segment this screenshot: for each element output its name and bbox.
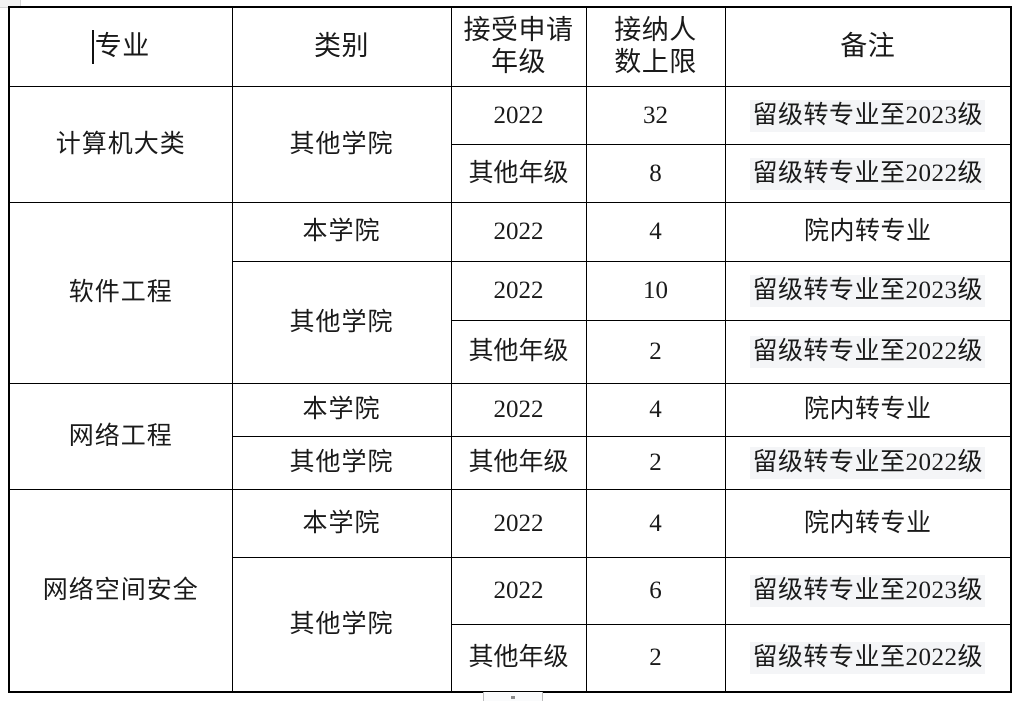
- header-cell-grade[interactable]: 接受申请 年级: [450, 6, 587, 87]
- remark-text: 留级转专业至2022级: [750, 642, 985, 674]
- header-label-type: 类别: [314, 31, 369, 62]
- cell-quota[interactable]: 10: [585, 261, 726, 321]
- cell-quota[interactable]: 4: [585, 489, 726, 558]
- table-row[interactable]: 其他年级 2 留级转专业至2022级: [9, 320, 1012, 384]
- cell-major[interactable]: 网络空间安全: [8, 489, 233, 693]
- remark-text: 院内转专业: [803, 218, 932, 245]
- cell-grade[interactable]: 2022: [450, 383, 587, 437]
- header-label-quota-line2: 数上限: [614, 47, 697, 77]
- cell-quota[interactable]: 6: [585, 557, 726, 625]
- header-label-quota-line1: 接纳人: [614, 15, 697, 46]
- table-row[interactable]: 网络空间安全 本学院 2022 4 院内转专业: [8, 489, 1012, 693]
- cell-remark[interactable]: 院内转专业: [724, 202, 1012, 262]
- cell-quota[interactable]: 4: [585, 202, 726, 262]
- header-cell-type[interactable]: 类别: [231, 6, 452, 87]
- cell-type[interactable]: 其他学院: [231, 261, 452, 384]
- cell-type[interactable]: 本学院: [231, 489, 452, 558]
- cell-grade[interactable]: 其他年级: [450, 436, 587, 490]
- fragment-tick: [511, 696, 515, 699]
- table-header: 专业 类别 接受申请 年级 接纳人 数上限 备注: [8, 6, 1012, 87]
- cell-grade[interactable]: 其他年级: [450, 144, 587, 203]
- cell-quota[interactable]: 2: [585, 624, 726, 693]
- remark-text: 留级转专业至2022级: [750, 157, 985, 190]
- cell-remark[interactable]: 留级转专业至2023级: [724, 261, 1012, 321]
- cell-grade[interactable]: 2022: [450, 202, 587, 262]
- header-cell-major[interactable]: 专业: [8, 6, 233, 87]
- remark-text: 留级转专业至2022级: [750, 336, 985, 368]
- text-caret: [91, 30, 94, 64]
- cell-type[interactable]: 其他学院: [231, 436, 452, 490]
- cell-type[interactable]: 其他学院: [231, 557, 452, 693]
- remark-text: 留级转专业至2023级: [750, 275, 985, 307]
- cell-remark[interactable]: 留级转专业至2023级: [724, 557, 1012, 625]
- table-row[interactable]: 其他年级 8 留级转专业至2022级: [9, 144, 1012, 203]
- cell-major[interactable]: 软件工程: [8, 202, 233, 384]
- header-cell-quota[interactable]: 接纳人 数上限: [585, 6, 726, 87]
- table-row[interactable]: 其他学院 其他年级 2 留级转专业至2022级: [9, 436, 1012, 490]
- remark-text: 留级转专业至2023级: [750, 99, 985, 132]
- next-row-fragment: [483, 692, 543, 701]
- spreadsheet-sheet: 专业 类别 接受申请 年级 接纳人 数上限 备注: [8, 6, 1012, 693]
- header-cell-remark[interactable]: 备注: [724, 6, 1012, 87]
- cell-type[interactable]: 其他学院: [231, 86, 452, 203]
- cell-type[interactable]: 本学院: [231, 202, 452, 262]
- table-body: 计算机大类 其他学院 2022 32 留级转专业至2023级 其他年级 8 留级…: [8, 86, 1012, 693]
- remark-text: 院内转专业: [803, 396, 932, 423]
- cell-remark[interactable]: 留级转专业至2022级: [724, 320, 1012, 384]
- header-label-remark: 备注: [840, 31, 896, 62]
- cell-quota[interactable]: 2: [585, 436, 726, 490]
- cell-grade[interactable]: 2022: [450, 557, 587, 625]
- cell-grade[interactable]: 其他年级: [450, 624, 587, 693]
- remark-text: 留级转专业至2023级: [750, 575, 985, 607]
- table-row[interactable]: 网络工程 本学院 2022 4 院内转专业: [8, 383, 1012, 490]
- header-label-grade-line2: 年级: [491, 47, 546, 77]
- cell-grade[interactable]: 2022: [450, 261, 587, 321]
- header-label-grade-line1: 接受申请: [463, 15, 574, 46]
- cell-quota[interactable]: 4: [585, 383, 726, 437]
- cell-grade[interactable]: 其他年级: [450, 320, 587, 384]
- table-row[interactable]: 其他学院 2022 6 留级转专业至2023级: [9, 557, 1012, 693]
- remark-text: 院内转专业: [803, 509, 932, 537]
- cell-quota[interactable]: 2: [585, 320, 726, 384]
- table-row[interactable]: 软件工程 本学院 2022 4 院内转专业: [8, 202, 1012, 384]
- table-row[interactable]: 其他年级 2 留级转专业至2022级: [9, 624, 1012, 693]
- cell-remark[interactable]: 院内转专业: [724, 489, 1012, 558]
- cell-quota[interactable]: 8: [585, 144, 726, 203]
- header-row: 专业 类别 接受申请 年级 接纳人 数上限 备注: [8, 6, 1012, 87]
- cell-major[interactable]: 网络工程: [8, 383, 233, 490]
- cell-grade[interactable]: 2022: [450, 86, 587, 145]
- cell-remark[interactable]: 留级转专业至2023级: [724, 86, 1012, 145]
- cell-grade[interactable]: 2022: [450, 489, 587, 558]
- cell-remark[interactable]: 留级转专业至2022级: [724, 624, 1012, 693]
- cell-major[interactable]: 计算机大类: [8, 86, 233, 203]
- remark-text: 留级转专业至2022级: [750, 447, 985, 479]
- table-row[interactable]: 其他学院 2022 10 留级转专业至2023级: [9, 261, 1012, 384]
- cell-quota[interactable]: 32: [585, 86, 726, 145]
- header-label-major: 专业: [94, 31, 150, 61]
- cell-remark[interactable]: 留级转专业至2022级: [724, 436, 1012, 490]
- cell-type[interactable]: 本学院: [231, 383, 452, 437]
- cell-remark[interactable]: 留级转专业至2022级: [724, 144, 1012, 203]
- quota-table: 专业 类别 接受申请 年级 接纳人 数上限 备注: [8, 6, 1012, 693]
- cell-remark[interactable]: 院内转专业: [724, 383, 1012, 437]
- table-row[interactable]: 计算机大类 其他学院 2022 32 留级转专业至2023级: [8, 86, 1012, 203]
